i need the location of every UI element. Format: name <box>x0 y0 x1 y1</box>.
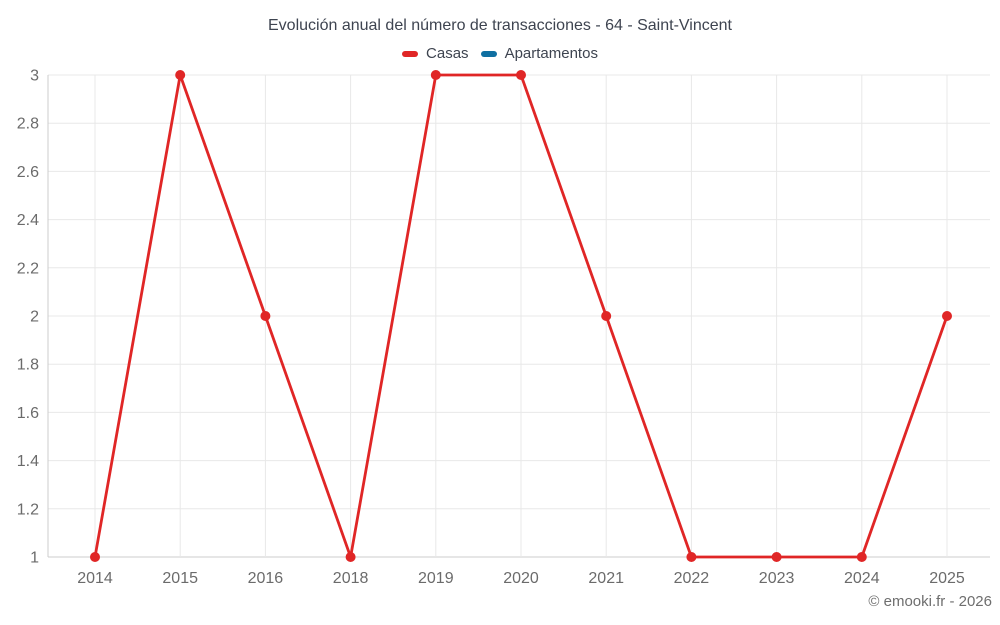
y-axis-label: 2.8 <box>17 116 39 133</box>
y-axis-label: 1.2 <box>17 501 39 518</box>
x-axis-label: 2015 <box>162 570 198 587</box>
y-axis-label: 2.2 <box>17 260 39 277</box>
legend-label-apartamentos: Apartamentos <box>504 45 598 62</box>
casas-series-swatch <box>402 50 419 57</box>
data-point-casas-2014[interactable] <box>90 552 100 562</box>
x-axis-label: 2021 <box>588 570 624 587</box>
data-point-casas-2023[interactable] <box>771 552 782 562</box>
legend-label-casas: Casas <box>426 45 469 62</box>
data-point-casas-2020[interactable] <box>516 70 526 80</box>
data-point-casas-2019[interactable] <box>430 70 441 80</box>
chart-title: Evolución anual del número de transaccio… <box>268 17 732 34</box>
x-axis-label: 2014 <box>77 570 113 587</box>
data-point-casas-2015[interactable] <box>175 70 186 80</box>
legend-item-casas[interactable]: Casas <box>402 45 469 62</box>
x-axis-label: 2024 <box>844 570 880 587</box>
y-axis-label: 1.6 <box>17 405 39 422</box>
x-axis-label: 2022 <box>674 570 710 587</box>
x-axis-label: 2019 <box>418 570 454 587</box>
x-axis-label: 2023 <box>759 570 795 587</box>
x-axis-label: 2018 <box>333 570 369 587</box>
data-point-casas-2018[interactable] <box>345 552 356 562</box>
legend: Casas Apartamentos <box>0 45 1000 62</box>
copyright-footer: © emooki.fr - 2026 <box>868 593 992 610</box>
y-axis-label: 2.6 <box>17 164 39 181</box>
x-axis-label: 2016 <box>248 570 284 587</box>
x-axis-label: 2025 <box>929 570 965 587</box>
legend-item-apartamentos[interactable]: Apartamentos <box>480 45 598 62</box>
apartamentos-series-swatch <box>480 50 497 57</box>
y-axis-label: 1.4 <box>17 453 39 470</box>
data-point-casas-2022[interactable] <box>686 552 697 562</box>
x-axis-label: 2020 <box>503 570 539 587</box>
y-axis-label: 2 <box>30 309 39 326</box>
data-point-casas-2024[interactable] <box>856 552 867 562</box>
y-axis-label: 1 <box>30 550 39 567</box>
data-point-casas-2025[interactable] <box>942 311 952 321</box>
data-point-casas-2021[interactable] <box>601 311 612 321</box>
data-point-casas-2016[interactable] <box>260 311 271 321</box>
y-axis-label: 3 <box>30 68 39 85</box>
y-axis-label: 1.8 <box>17 357 39 374</box>
y-axis-label: 2.4 <box>17 212 39 229</box>
